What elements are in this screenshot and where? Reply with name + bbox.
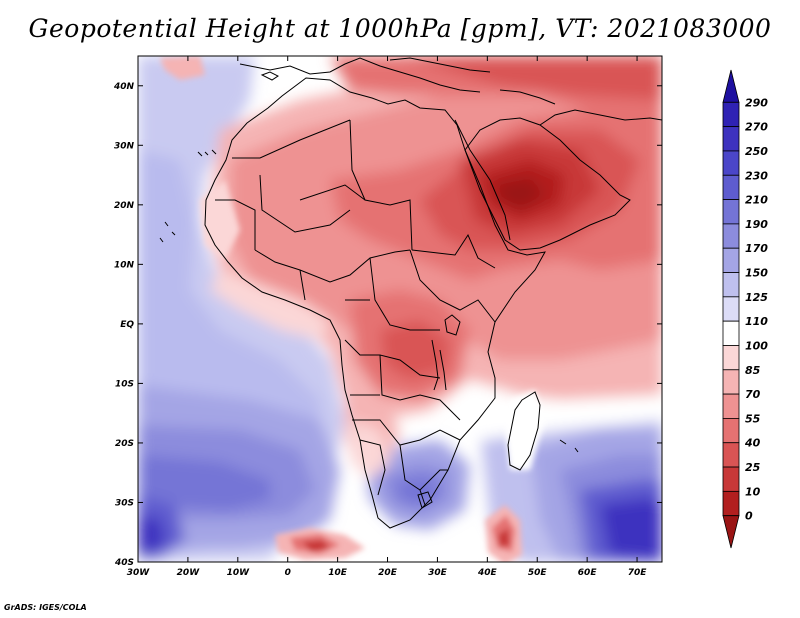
colorbar-box (722, 515, 740, 549)
colorbar-label: 85 (745, 364, 761, 377)
colorbar-box (722, 199, 740, 225)
colorbar-box (722, 442, 740, 468)
lon-label: 30E (428, 568, 448, 578)
colorbar-label: 70 (745, 388, 761, 401)
colorbar-label: 110 (745, 315, 768, 328)
lon-label: 70E (628, 568, 648, 578)
map-title: Geopotential Height at 1000hPa [gpm], VT… (28, 14, 772, 43)
colorbar-label: 170 (745, 242, 768, 255)
colorbar-label: 0 (745, 510, 753, 523)
lon-label: 20E (378, 568, 398, 578)
colorbar-label: 150 (745, 267, 768, 280)
colorbar-box (722, 223, 740, 249)
lon-label: 0 (285, 568, 291, 578)
lon-label: 20W (177, 568, 201, 578)
colorbar-label: 10 (745, 485, 761, 498)
colorbar-box (722, 320, 740, 346)
colorbar-label: 210 (745, 194, 768, 207)
colorbar-box (722, 369, 740, 395)
colorbar-label: 100 (745, 339, 768, 352)
lat-label: 40N (113, 82, 135, 92)
colorbar-label: 25 (745, 461, 761, 474)
colorbar-box (722, 247, 740, 273)
longitude-axis: 30W 20W 10W 0 10E 20E 30E 40E 50E 60E 70E (127, 56, 647, 578)
plot-frame (137, 55, 663, 563)
colorbar-box (722, 418, 740, 444)
grads-credit: GrADS: IGES/COLA (4, 603, 87, 612)
colorbar-box (722, 490, 740, 517)
colorbar-box (722, 69, 740, 103)
lat-label: 10S (115, 379, 134, 389)
lat-label: 10N (114, 260, 135, 270)
colorbar: 2902702502302101901701501251101008570554… (722, 69, 768, 549)
colorbar-box (722, 466, 740, 492)
lat-label: 30S (115, 498, 134, 508)
height-field (138, 56, 662, 562)
colorbar-label: 190 (745, 218, 768, 231)
lat-label: 20N (114, 201, 135, 211)
colorbar-box (722, 345, 740, 371)
coastlines-and-borders (159, 57, 662, 529)
lat-label: EQ (120, 320, 134, 330)
colorbar-label: 125 (745, 291, 768, 304)
colorbar-label: 250 (745, 145, 768, 158)
colorbar-label: 230 (745, 169, 768, 182)
lon-label: 10W (227, 568, 251, 578)
lon-label: 40E (477, 568, 498, 578)
colorbar-box (722, 393, 740, 419)
colorbar-box (722, 101, 740, 128)
colorbar-label: 270 (745, 121, 768, 134)
lat-label: 40S (114, 558, 134, 568)
lat-label: 20S (115, 439, 134, 449)
colorbar-label: 290 (745, 96, 768, 109)
colorbar-label: 55 (745, 412, 761, 425)
colorbar-label: 40 (744, 437, 761, 450)
latitude-axis: 40N 30N 20N 10N EQ 10S 20S 30S 40S (113, 82, 662, 568)
lon-label: 10E (328, 568, 348, 578)
lon-label: 50E (528, 568, 548, 578)
colorbar-box (722, 296, 740, 322)
colorbar-box (722, 126, 740, 152)
colorbar-box (722, 174, 740, 200)
lat-label: 30N (114, 141, 135, 151)
lon-label: 30W (127, 568, 151, 578)
colorbar-box (722, 272, 740, 298)
lon-label: 60E (578, 568, 598, 578)
colorbar-box (722, 150, 740, 176)
